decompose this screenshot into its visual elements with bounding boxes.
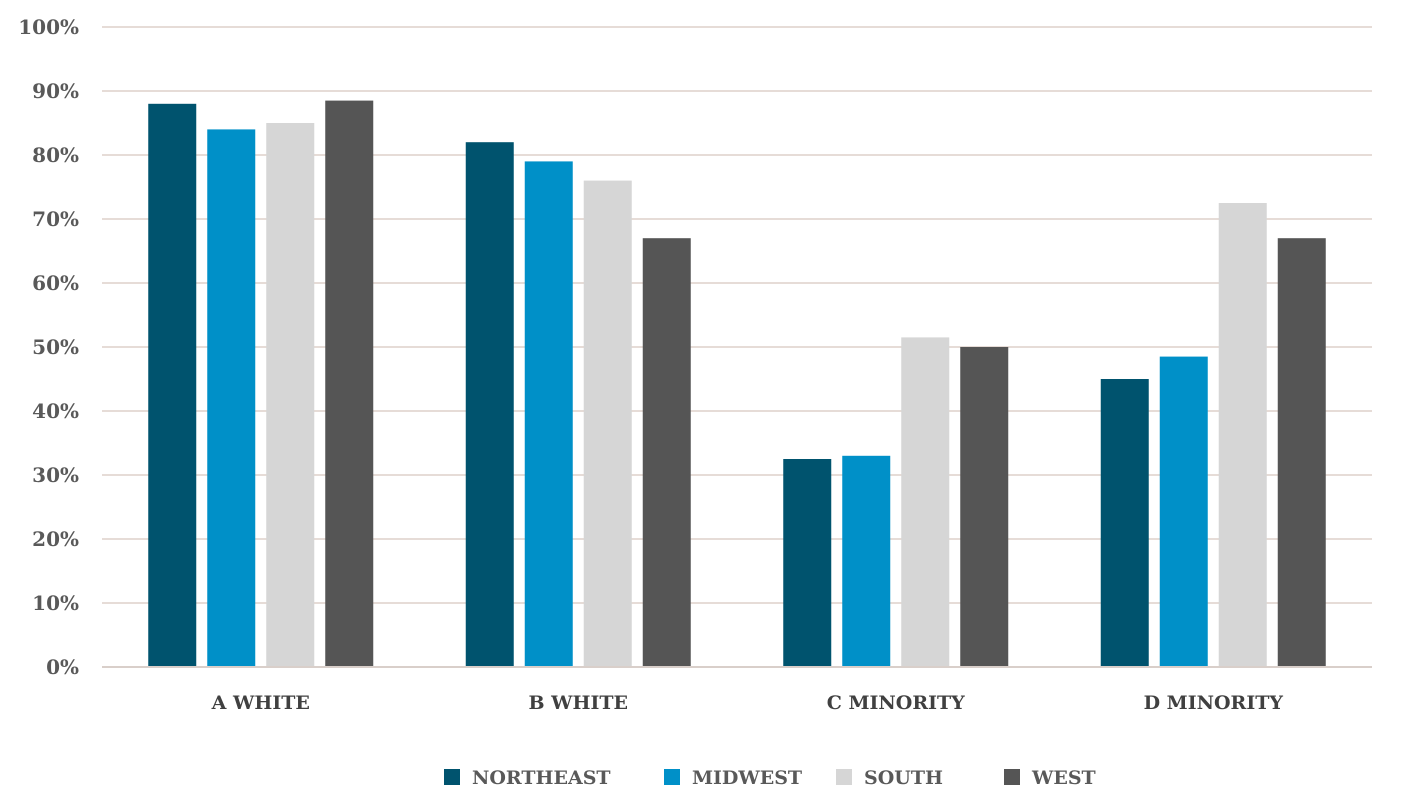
y-tick-label: 40% bbox=[32, 399, 79, 423]
legend-label-midwest: MIDWEST bbox=[692, 767, 802, 789]
y-tick-label: 0% bbox=[46, 655, 79, 679]
legend-label-south: SOUTH bbox=[864, 767, 943, 789]
y-tick-label: 60% bbox=[32, 271, 79, 295]
y-tick-label: 50% bbox=[32, 335, 79, 359]
legend-swatch-northeast bbox=[444, 769, 460, 785]
bar-midwest-1 bbox=[207, 129, 256, 667]
legend-swatch-south bbox=[836, 769, 852, 785]
bar-northeast-2 bbox=[465, 142, 514, 667]
x-category-label: C MINORITY bbox=[827, 692, 965, 714]
bar-midwest-3 bbox=[842, 455, 891, 667]
bar-west-2 bbox=[642, 238, 691, 667]
bar-west-4 bbox=[1277, 238, 1326, 667]
bar-west-3 bbox=[960, 347, 1009, 667]
bar-south-4 bbox=[1218, 203, 1267, 667]
bar-northeast-3 bbox=[783, 459, 832, 667]
bar-midwest-2 bbox=[524, 161, 573, 667]
y-tick-label: 100% bbox=[18, 15, 79, 39]
legend-swatch-west bbox=[1004, 769, 1020, 785]
y-axis-tick-labels: 0% 10% 20% 30% 40% 50% 60% 70% 80% 90% 100% bbox=[18, 15, 79, 679]
x-category-label: A WHITE bbox=[211, 692, 310, 714]
bar-midwest-4 bbox=[1159, 356, 1208, 667]
legend-swatch-midwest bbox=[664, 769, 680, 785]
bar-west-1 bbox=[325, 100, 374, 668]
y-tick-label: 20% bbox=[32, 527, 79, 551]
y-tick-label: 70% bbox=[32, 207, 79, 231]
bars bbox=[148, 100, 1326, 668]
bar-northeast-4 bbox=[1100, 379, 1149, 667]
legend-label-west: WEST bbox=[1031, 767, 1096, 789]
x-axis-category-labels: A WHITE B WHITE C MINORITY D MINORITY bbox=[211, 692, 1284, 714]
bar-south-1 bbox=[266, 123, 315, 667]
bar-south-3 bbox=[901, 337, 950, 667]
y-tick-label: 90% bbox=[32, 79, 79, 103]
x-category-label: B WHITE bbox=[529, 692, 628, 714]
y-tick-label: 10% bbox=[32, 591, 79, 615]
bar-south-2 bbox=[583, 180, 632, 667]
x-category-label: D MINORITY bbox=[1144, 692, 1284, 714]
bar-northeast-1 bbox=[148, 103, 197, 668]
y-tick-label: 30% bbox=[32, 463, 79, 487]
legend-label-northeast: NORTHEAST bbox=[472, 767, 611, 789]
legend: NORTHEAST MIDWEST SOUTH WEST bbox=[444, 767, 1096, 789]
y-tick-label: 80% bbox=[32, 143, 79, 167]
